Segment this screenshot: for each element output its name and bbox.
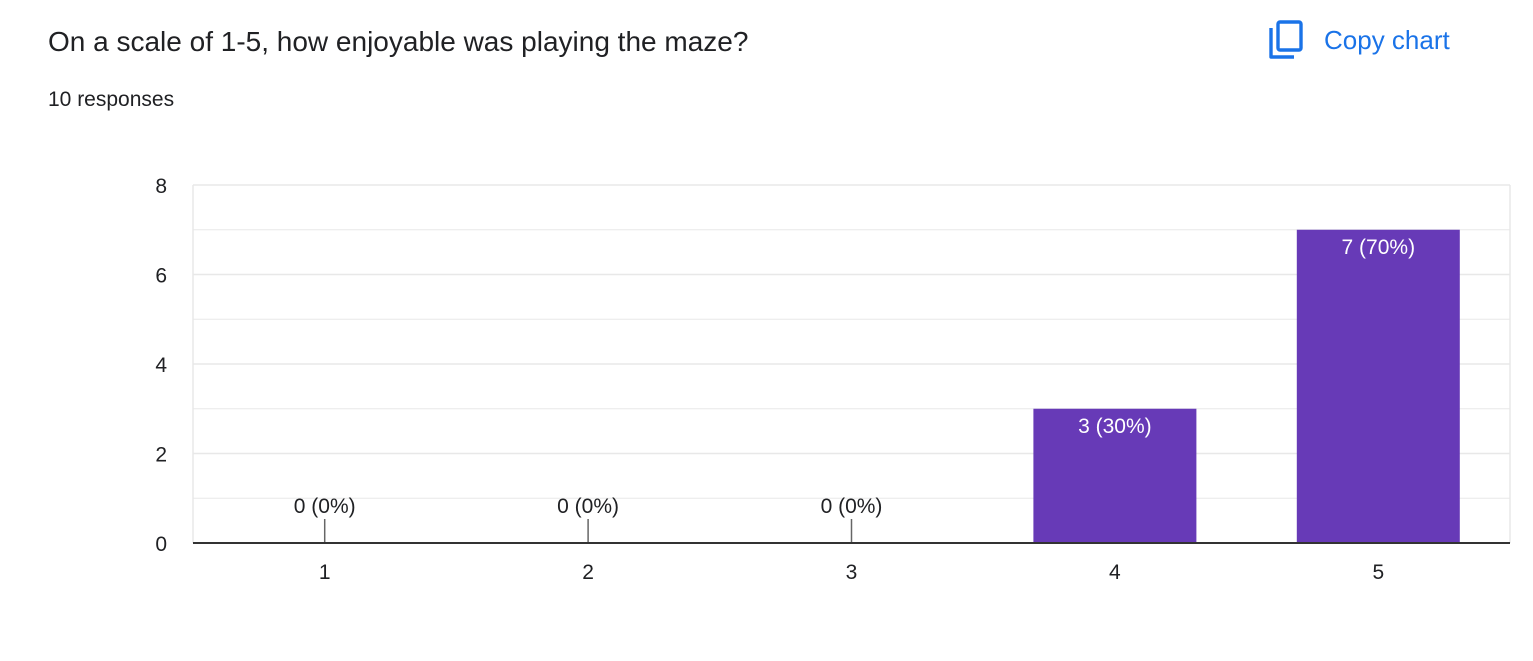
data-label: 3 (30%) (1078, 415, 1152, 438)
x-tick-label: 2 (582, 561, 594, 584)
x-tick-label: 3 (846, 561, 858, 584)
y-tick-label: 4 (155, 354, 167, 377)
x-tick-label: 5 (1372, 561, 1384, 584)
response-count: 10 responses (48, 88, 175, 111)
data-label: 7 (70%) (1342, 236, 1416, 259)
x-tick-label: 4 (1109, 561, 1121, 584)
bar (1033, 408, 1197, 543)
y-tick-label: 6 (155, 265, 167, 288)
copy-chart-label[interactable]: Copy chart (1324, 24, 1450, 55)
data-label: 0 (0%) (821, 495, 883, 518)
copy-chart-button[interactable]: Copy chart (1268, 18, 1450, 62)
question-title: On a scale of 1-5, how enjoyable was pla… (48, 26, 749, 57)
x-tick-label: 1 (319, 561, 331, 584)
y-tick-label: 2 (155, 444, 167, 467)
data-label: 0 (0%) (294, 495, 356, 518)
copy-icon[interactable] (1268, 20, 1304, 60)
y-tick-label: 8 (155, 175, 167, 198)
bar (1296, 229, 1460, 543)
data-label: 0 (0%) (557, 495, 619, 518)
y-tick-label: 0 (155, 533, 167, 556)
